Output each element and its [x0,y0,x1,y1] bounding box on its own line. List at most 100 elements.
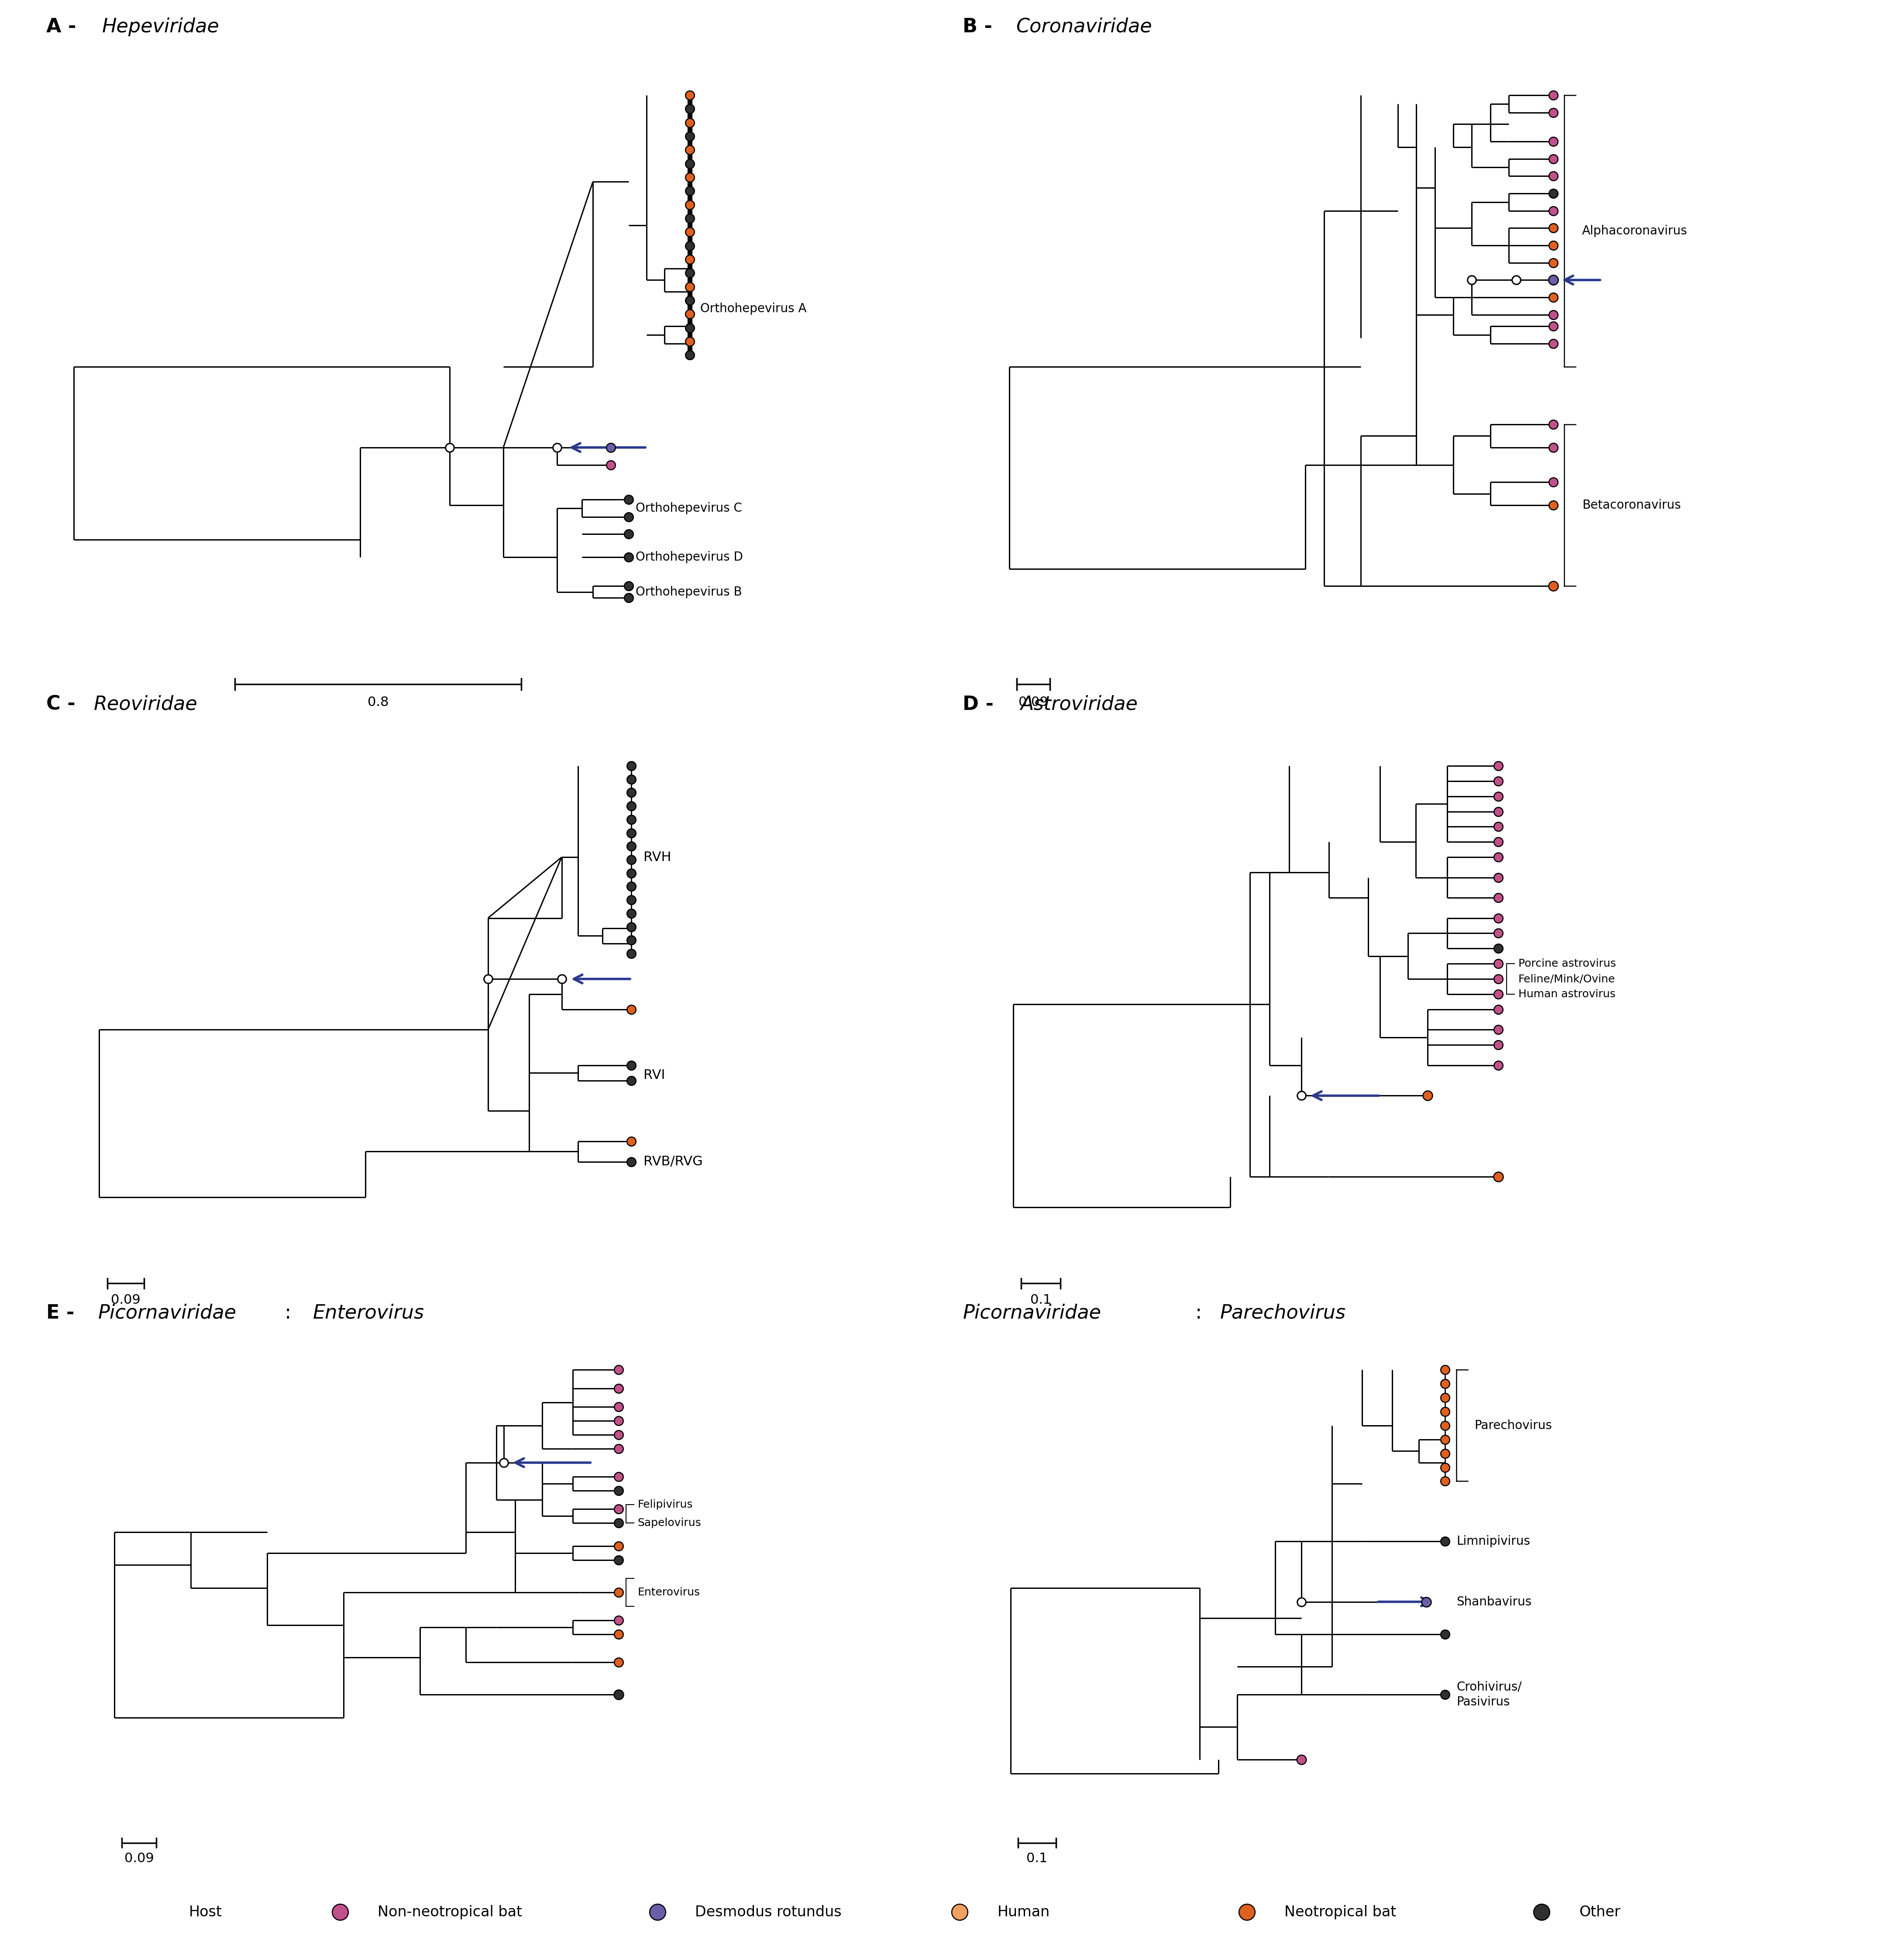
Text: Non-neotropical bat: Non-neotropical bat [378,1905,521,1919]
Point [1538,143,1568,174]
Point [1411,1586,1441,1617]
Point [674,298,705,329]
Text: Alphacoronavirus: Alphacoronavirus [1583,225,1687,237]
Point [674,216,705,247]
Point [616,1147,646,1178]
Text: Orthohepevirus B: Orthohepevirus B [637,586,742,598]
Point [1483,949,1513,980]
Point [616,1125,646,1156]
Point [603,1354,633,1386]
Point [674,284,705,316]
Point [674,94,705,125]
Point [1232,1897,1262,1929]
Point [616,925,646,956]
Point [674,243,705,274]
Point [603,1646,633,1678]
Text: Host: Host [189,1905,223,1919]
Point [1538,212,1568,243]
Point [603,1474,633,1505]
Point [1483,1013,1513,1045]
Text: Shanbavirus: Shanbavirus [1456,1595,1532,1607]
Point [616,939,646,970]
Point [603,1507,633,1539]
Text: E -: E - [47,1303,81,1323]
Point [1430,1409,1460,1441]
Point [614,582,644,613]
Text: Neotropical bat: Neotropical bat [1285,1905,1396,1919]
Point [674,133,705,165]
Point [614,502,644,533]
Point [1483,917,1513,949]
Point [1483,1049,1513,1080]
Point [616,751,646,782]
Point [1430,1423,1460,1454]
Point [325,1897,355,1929]
Point [674,80,705,112]
Point [1538,229,1568,261]
Text: Coronaviridae: Coronaviridae [1016,18,1152,35]
Point [1483,811,1513,843]
Point [674,270,705,302]
Point [1538,125,1568,157]
Point [674,122,705,153]
Point [546,962,576,994]
Point [603,1494,633,1525]
Point [674,202,705,233]
Point [1538,570,1568,602]
Point [674,257,705,288]
Point [674,188,705,220]
Point [616,804,646,835]
Text: RVH: RVH [644,851,671,864]
Text: Orthohepevirus C: Orthohepevirus C [637,502,742,514]
Point [1483,978,1513,1009]
Point [1538,431,1568,463]
Text: C -: C - [47,696,76,713]
Point [603,1605,633,1637]
Text: 0.09: 0.09 [1018,696,1048,708]
Point [614,484,644,515]
Text: Porcine astrovirus: Porcine astrovirus [1519,958,1615,968]
Point [1538,178,1568,210]
Text: B -: B - [963,18,999,35]
Point [674,161,705,192]
Point [1538,300,1568,331]
Text: Enterovirus: Enterovirus [314,1303,425,1323]
Point [603,1433,633,1464]
Point [1538,466,1568,498]
Point [1483,862,1513,894]
Point [616,1049,646,1080]
Point [1483,994,1513,1025]
Point [616,857,646,888]
Point [603,1531,633,1562]
Point [616,845,646,876]
Point [542,431,572,463]
Text: 0.09: 0.09 [125,1852,153,1864]
Point [1430,1439,1460,1470]
Point [1483,827,1513,858]
Text: :: : [1190,1303,1209,1323]
Point [616,1064,646,1096]
Text: Astroviridae: Astroviridae [1020,696,1137,713]
Point [1483,841,1513,872]
Text: Enterovirus: Enterovirus [637,1588,701,1597]
Point [1430,1619,1460,1650]
Point [1483,902,1513,933]
Point [603,1680,633,1711]
Text: Feline/Mink/Ovine: Feline/Mink/Ovine [1519,974,1615,984]
Point [674,325,705,357]
Point [1286,1080,1317,1111]
Point [616,817,646,849]
Point [603,1405,633,1437]
Point [1430,1525,1460,1556]
Point [616,790,646,821]
Point [603,1544,633,1576]
Point [614,541,644,572]
Text: Desmodus rotundus: Desmodus rotundus [695,1905,842,1919]
Text: Hepeviridae: Hepeviridae [102,18,219,35]
Point [1483,962,1513,994]
Text: Sapelovirus: Sapelovirus [637,1517,701,1529]
Point [1483,751,1513,782]
Point [1526,1897,1557,1929]
Point [614,517,644,549]
Point [1286,1744,1317,1776]
